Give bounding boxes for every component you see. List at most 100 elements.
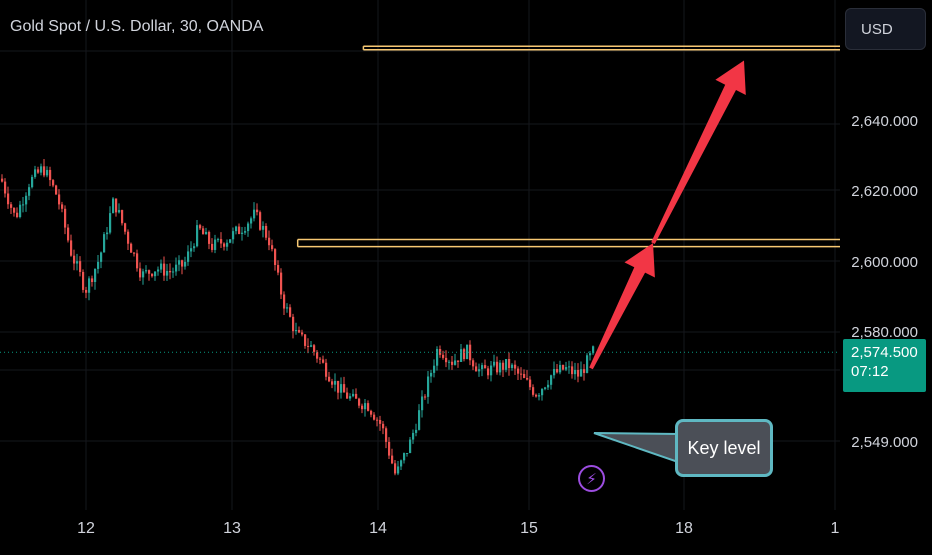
candle-body (238, 226, 241, 234)
candle-body (109, 213, 112, 233)
candle-body (382, 423, 385, 429)
candle-body (520, 373, 523, 375)
candle-body (574, 369, 577, 375)
candle-body (376, 419, 379, 421)
candle-body (157, 269, 160, 272)
candle-body (451, 361, 454, 365)
projection-arrows[interactable] (589, 60, 746, 370)
candle-body (166, 270, 169, 276)
candle-body (49, 169, 52, 181)
candle-body (322, 359, 325, 363)
candle-body (349, 396, 352, 399)
candle-body (37, 169, 40, 173)
candle-body (361, 405, 364, 410)
candle-body (400, 460, 403, 467)
candle-body (202, 228, 205, 235)
x-axis[interactable]: 12 13 14 15 18 1 (77, 520, 839, 537)
candle-body (562, 364, 565, 370)
candle-body (259, 212, 262, 230)
candle-body (412, 432, 415, 440)
y-tick-label: 2,640.000 (851, 113, 918, 130)
x-tick-label: 12 (77, 520, 95, 537)
candle-body (19, 204, 22, 217)
candle-body (472, 360, 475, 367)
candle-body (28, 187, 31, 196)
candle-body (550, 375, 553, 385)
projection-arrow[interactable] (589, 243, 655, 370)
candle-body (442, 354, 445, 358)
currency-button[interactable]: USD (845, 8, 926, 50)
candle-body (58, 194, 61, 205)
projection-arrow[interactable] (651, 60, 746, 245)
candle-body (73, 255, 76, 264)
candle-body (4, 181, 7, 194)
candle-body (589, 353, 592, 356)
candle-body (394, 463, 397, 474)
candle-body (265, 225, 268, 238)
candle-body (301, 332, 304, 335)
y-tick-label: 2,600.000 (851, 254, 918, 271)
candle-body (526, 377, 529, 380)
candle-body (352, 393, 355, 397)
y-tick-label: 2,580.000 (851, 324, 918, 341)
candle-body (223, 243, 226, 247)
candle-body (151, 273, 154, 277)
candle-body (391, 455, 394, 464)
candle-body (208, 231, 211, 244)
y-axis[interactable]: 2,549.000 2,580.000 2,600.000 2,620.000 2,64… (851, 113, 918, 451)
candle-body (10, 204, 13, 208)
candle-body (181, 260, 184, 267)
candle-body (16, 212, 19, 217)
candle-body (274, 249, 277, 266)
candle-body (457, 360, 460, 362)
key-level-callout[interactable]: Key level (675, 419, 773, 477)
candle-body (523, 374, 526, 378)
candle-body (169, 270, 172, 273)
candle-body (289, 307, 292, 317)
candle-body (154, 271, 157, 277)
candle-body (421, 396, 424, 411)
candle-body (565, 367, 568, 370)
candle-body (367, 403, 370, 411)
candle-body (94, 268, 97, 283)
candle-body (529, 379, 532, 388)
candle-body (427, 376, 430, 397)
candle-body (196, 225, 199, 247)
candle-body (7, 193, 10, 205)
candle-body (535, 394, 538, 397)
candle-body (532, 387, 535, 395)
candle-body (580, 369, 583, 377)
candle-body (436, 349, 439, 366)
candle-body (460, 349, 463, 362)
candle-body (85, 289, 88, 293)
candle-body (253, 209, 256, 219)
lightning-bolt-icon[interactable]: ⚡ (578, 465, 605, 492)
candle-body (343, 384, 346, 393)
candle-body (100, 252, 103, 262)
bar-countdown: 07:12 (851, 363, 889, 380)
candle-body (244, 231, 247, 233)
candle-body (490, 365, 493, 376)
candle-body (364, 403, 367, 410)
candle-body (43, 166, 46, 176)
candle-body (430, 372, 433, 377)
x-tick-label: 14 (369, 520, 387, 537)
y-tick-label: 2,620.000 (851, 183, 918, 200)
candle-body (316, 351, 319, 359)
candle-body (13, 207, 16, 213)
x-tick-label: 15 (520, 520, 538, 537)
candle-body (505, 358, 508, 370)
horizontal-levels[interactable] (296, 45, 840, 248)
candle-body (118, 210, 121, 213)
candle-body (205, 231, 208, 235)
candle-body (340, 384, 343, 393)
candle-body (379, 419, 382, 424)
candle-body (496, 361, 499, 373)
candle-body (115, 198, 118, 213)
candle-body (91, 278, 94, 283)
candle-body (235, 226, 238, 232)
candle-body (106, 232, 109, 235)
candle-body (307, 345, 310, 347)
